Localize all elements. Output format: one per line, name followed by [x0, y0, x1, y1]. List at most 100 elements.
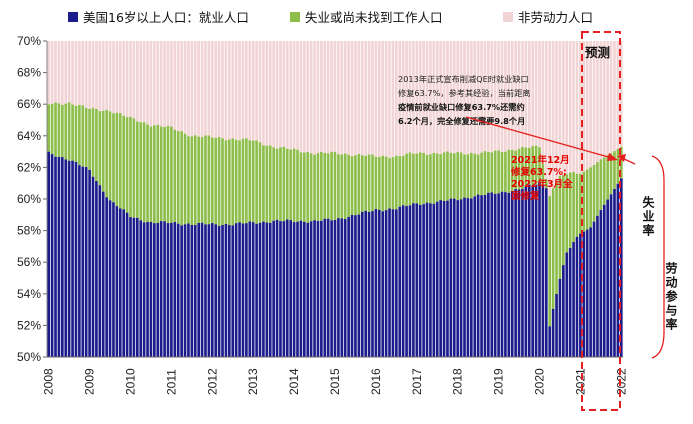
bar-employed-135	[507, 192, 511, 357]
bar-employed-0	[47, 151, 51, 357]
bar-employed-153	[568, 247, 572, 357]
bar-nilf-26	[135, 41, 139, 122]
bar-unemployed-127	[480, 152, 483, 196]
bar-employed-110	[422, 204, 425, 357]
bar-unemployed-168	[619, 146, 623, 179]
legend-swatch-employment	[68, 12, 78, 22]
bar-unemployed-144	[538, 147, 541, 183]
bar-nilf-35	[166, 41, 170, 126]
bar-month-163	[602, 41, 606, 357]
bar-employed-1	[50, 154, 54, 357]
bar-month-29	[146, 41, 149, 357]
bar-month-60	[251, 41, 255, 357]
bar-month-110	[422, 41, 425, 357]
x-tick-label-2012: 2012	[205, 368, 219, 395]
bar-month-63	[262, 41, 265, 357]
bar-unemployed-37	[173, 129, 177, 223]
bar-nilf-36	[170, 41, 173, 127]
x-tick-label-2015: 2015	[328, 368, 342, 395]
bar-unemployed-49	[214, 137, 218, 225]
bar-employed-7	[71, 160, 74, 357]
bar-month-103	[398, 41, 402, 357]
bar-month-116	[442, 41, 446, 357]
bar-month-40	[183, 41, 187, 357]
note2-line-1: 2021年12月	[511, 154, 570, 166]
bar-month-157	[582, 41, 586, 357]
bar-month-119	[452, 41, 456, 357]
bar-employed-9	[78, 165, 81, 357]
bar-month-59	[248, 41, 252, 357]
bar-nilf-31	[153, 41, 156, 126]
bar-employed-160	[592, 221, 596, 357]
bar-unemployed-122	[463, 154, 466, 198]
bar-unemployed-93	[364, 155, 368, 211]
bar-employed-145	[541, 184, 545, 357]
bar-unemployed-106	[408, 152, 412, 206]
bar-employed-159	[589, 227, 592, 357]
bar-unemployed-134	[504, 151, 507, 193]
x-tick-label-2022: 2022	[614, 368, 628, 395]
bar-nilf-70	[285, 41, 289, 149]
annotation-arrow	[465, 116, 613, 159]
bar-employed-103	[398, 206, 402, 357]
bar-nilf-74	[299, 41, 303, 153]
bar-nilf-132	[497, 41, 500, 151]
bar-unemployed-48	[210, 137, 214, 224]
bar-unemployed-65	[268, 145, 272, 223]
bar-unemployed-120	[456, 152, 460, 201]
legend-swatch-not-in-labor-force	[503, 12, 513, 22]
bar-nilf-137	[514, 41, 517, 151]
bar-nilf-32	[156, 41, 160, 125]
bar-employed-122	[463, 197, 466, 357]
bar-month-118	[449, 41, 453, 357]
bar-employed-80	[320, 220, 323, 357]
x-tick-label-2014: 2014	[287, 368, 301, 395]
bar-month-144	[538, 41, 541, 357]
bar-month-88	[347, 41, 350, 357]
bar-unemployed-70	[285, 148, 289, 220]
bar-employed-163	[602, 204, 606, 357]
bar-employed-52	[224, 223, 228, 357]
bar-unemployed-167	[616, 148, 620, 184]
bar-employed-113	[432, 203, 436, 357]
bar-month-134	[504, 41, 507, 357]
bar-month-109	[418, 41, 422, 357]
bar-month-102	[395, 41, 398, 357]
bar-employed-96	[374, 209, 378, 357]
bar-nilf-114	[435, 41, 439, 154]
bar-nilf-120	[456, 41, 460, 153]
bar-employed-125	[473, 196, 477, 357]
bar-employed-34	[163, 221, 166, 357]
bar-employed-151	[562, 265, 565, 357]
bar-employed-26	[135, 217, 139, 357]
bar-employed-65	[268, 222, 272, 357]
bar-month-78	[313, 41, 316, 357]
bar-nilf-99	[384, 41, 388, 157]
bar-unemployed-161	[596, 162, 599, 216]
bar-nilf-77	[309, 41, 313, 154]
bar-employed-126	[476, 194, 480, 357]
bar-employed-48	[210, 223, 214, 357]
bar-nilf-82	[326, 41, 330, 154]
bar-employed-106	[408, 205, 412, 357]
bar-month-150	[558, 41, 562, 357]
bar-unemployed-160	[592, 164, 596, 222]
bar-unemployed-137	[514, 150, 517, 190]
bar-nilf-168	[619, 41, 623, 147]
bar-unemployed-47	[207, 135, 211, 225]
bar-employed-131	[493, 193, 497, 357]
x-tick-label-2017: 2017	[410, 368, 424, 395]
x-tick-label-2016: 2016	[369, 368, 383, 395]
bar-nilf-102	[395, 41, 398, 156]
bar-unemployed-116	[442, 152, 446, 201]
bar-employed-5	[64, 159, 68, 357]
bar-nilf-40	[183, 41, 187, 134]
bar-month-93	[364, 41, 368, 357]
bar-employed-86	[340, 218, 344, 357]
bar-unemployed-83	[330, 151, 333, 221]
bar-unemployed-15	[98, 111, 102, 186]
bar-employed-87	[343, 219, 347, 357]
bar-month-31	[153, 41, 156, 357]
bar-unemployed-14	[95, 108, 98, 182]
